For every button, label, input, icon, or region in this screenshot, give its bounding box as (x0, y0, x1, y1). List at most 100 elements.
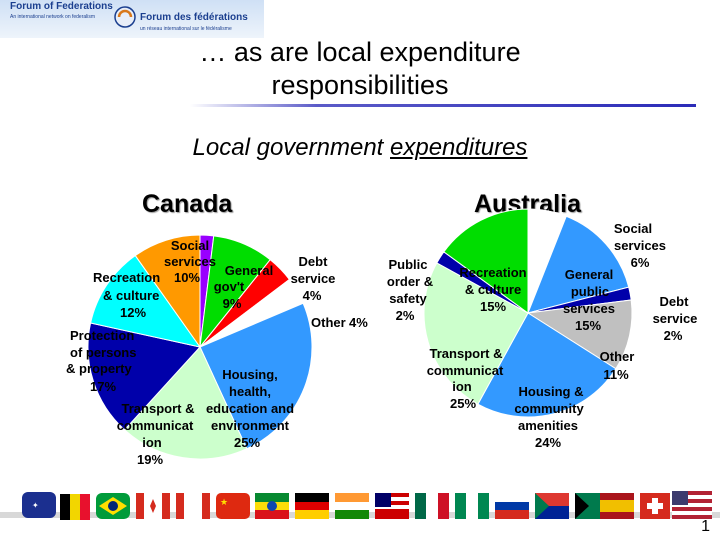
australia-slice-3 (526, 299, 633, 370)
australia-label-other-value: 11% (603, 367, 629, 382)
canada-slice-8 (134, 234, 201, 349)
canada-label-housing-1: Housing, (222, 367, 278, 382)
slide-title: … as are local expenditure responsibilit… (0, 36, 720, 102)
slide-title-line-1: … as are local expenditure (199, 37, 521, 67)
australia-label-general-2: public (571, 284, 609, 299)
canada-label-culture-value: 12% (120, 305, 146, 320)
canada-label-recreation: Recreation (93, 270, 160, 285)
svg-text:★: ★ (220, 497, 228, 507)
australia-labels: Social services 6% General public servic… (387, 221, 698, 450)
flag-south-africa-icon (535, 493, 569, 519)
flag-russia-icon (495, 493, 529, 519)
svg-text:✦: ✦ (32, 501, 39, 510)
canada-label-culture: & culture (103, 288, 159, 303)
flag-canada-2-icon (176, 493, 210, 519)
australia-label-public-2: order & (387, 274, 433, 289)
australia-label-recreation-value: 15% (480, 299, 506, 314)
australia-label-transport-1: Transport & (430, 346, 503, 361)
australia-label-general-1: General (565, 267, 613, 282)
canada-label-transport-3: ion (142, 435, 162, 450)
canada-heading: Canada (142, 190, 233, 218)
forum-logo-banner: Forum of Federations An international ne… (0, 0, 264, 38)
flag-usa-icon (672, 491, 712, 519)
canada-label-protection-1: Protection (70, 328, 134, 343)
canada-label-housing-3: education and (206, 401, 294, 416)
australia-label-social-1: Social (614, 221, 652, 236)
australia-slice-5 (423, 262, 529, 405)
canada-pie-chart (87, 234, 313, 460)
australia-label-social-2: services (614, 238, 666, 253)
canada-label-social-1: Social (171, 238, 209, 253)
canada-label-recreation-value: 10% (174, 270, 200, 285)
flag-mexico-icon (415, 493, 449, 519)
australia-pie-chart (423, 208, 633, 418)
forum-logo-right: Forum des fédérations un réseau internat… (112, 0, 262, 38)
canada-label-transport-1: Transport & (122, 401, 195, 416)
logo-right-title: Forum des fédérations (140, 12, 248, 23)
flag-strip: ✦ ★ (0, 491, 720, 520)
forum-logo-left: Forum of Federations An international ne… (2, 0, 113, 38)
australia-label-recreation-2: & culture (465, 282, 521, 297)
page-number: 1 (701, 518, 710, 535)
australia-label-public-value: 2% (396, 308, 415, 323)
flag-canada-icon (136, 493, 170, 519)
canada-label-transport-value: 19% (137, 452, 163, 467)
canada-label-general-2: gov't (214, 279, 245, 294)
flag-china-icon: ★ (216, 493, 250, 519)
flag-belgium-icon (60, 494, 90, 520)
canada-label-other: Other (311, 315, 346, 330)
canada-label-social-2: services (164, 254, 216, 269)
flag-malaysia-icon (375, 493, 409, 519)
slide-subtitle: Local government expenditures (0, 134, 720, 162)
logo-right-subtitle: un réseau international sur le fédéralis… (140, 26, 232, 32)
australia-slice-4 (477, 312, 617, 418)
australia-label-debt-value: 2% (664, 328, 683, 343)
australia-label-transport-2: communicat (427, 363, 504, 378)
canada-label-debt-value: 4% (303, 288, 322, 303)
canada-slice-6 (87, 322, 201, 431)
canada-slice-7 (89, 254, 202, 348)
slide-title-line-2: responsibilities (271, 70, 449, 100)
flag-switzerland-icon (640, 493, 670, 519)
canada-label-general-1: General (225, 263, 273, 278)
flag-brazil-icon (96, 493, 130, 519)
canada-label-general-value: 9% (223, 296, 242, 311)
forum-emblem-icon (114, 6, 136, 28)
australia-slice-7 (443, 208, 529, 314)
canada-label-debt-1: Debt (299, 254, 329, 269)
canada-label-protection-value: 17% (90, 379, 116, 394)
flag-nigeria-icon (455, 493, 489, 519)
flag-ethiopia-icon (255, 493, 289, 519)
subtitle-underlined-text: expenditures (390, 134, 528, 161)
australia-slice-1 (527, 215, 630, 314)
subtitle-text: Local government (192, 134, 390, 161)
canada-slice-5 (123, 346, 248, 460)
canada-slice-4 (199, 302, 313, 450)
logo-left-title: Forum of Federations (10, 1, 113, 12)
flag-australia-icon: ✦ (22, 492, 56, 518)
canada-label-housing-value: 25% (234, 435, 260, 450)
australia-label-debt-1: Debt (660, 294, 690, 309)
canada-label-protection-3: & property (66, 361, 133, 376)
canada-label-other-value: 4% (349, 315, 368, 330)
australia-label-transport-3: ion (452, 379, 472, 394)
australia-label-housing-1: Housing & (519, 384, 584, 399)
australia-label-public-3: safety (389, 291, 427, 306)
flag-spain-icon (600, 493, 634, 519)
australia-label-general-3: services (563, 301, 615, 316)
australia-label-social-value: 6% (631, 255, 650, 270)
canada-label-housing-4: environment (211, 418, 290, 433)
australia-label-transport-value: 25% (450, 396, 476, 411)
canada-labels: Social services General gov't 9% Debt se… (66, 238, 368, 467)
flag-india-icon (335, 493, 369, 519)
pie-charts-canvas: Social services General gov't 9% Debt se… (66, 208, 698, 467)
australia-label-public-1: Public (388, 257, 427, 272)
australia-label-other: Other (600, 349, 635, 364)
logo-left-subtitle: An international network on federalism (10, 14, 96, 20)
canada-label-transport-2: communicat (117, 418, 194, 433)
canada-label-housing-2: health, (229, 384, 271, 399)
australia-label-housing-value: 24% (535, 435, 561, 450)
australia-label-general-value: 15% (575, 318, 601, 333)
australia-label-debt-2: service (653, 311, 698, 326)
australia-label-housing-3: amenities (518, 418, 578, 433)
